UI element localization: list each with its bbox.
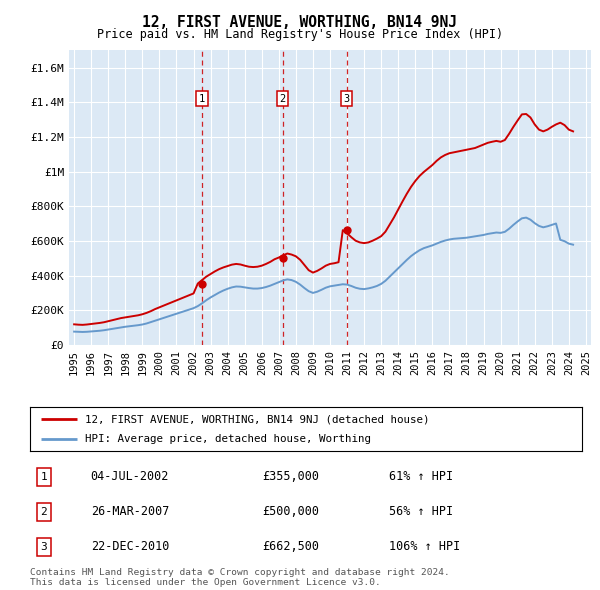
Text: 61% ↑ HPI: 61% ↑ HPI [389, 470, 453, 483]
Text: 04-JUL-2002: 04-JUL-2002 [91, 470, 169, 483]
Text: This data is licensed under the Open Government Licence v3.0.: This data is licensed under the Open Gov… [30, 578, 381, 587]
Text: £355,000: £355,000 [262, 470, 319, 483]
Text: 2: 2 [40, 507, 47, 517]
Text: 12, FIRST AVENUE, WORTHING, BN14 9NJ (detached house): 12, FIRST AVENUE, WORTHING, BN14 9NJ (de… [85, 414, 430, 424]
Text: 56% ↑ HPI: 56% ↑ HPI [389, 505, 453, 519]
Text: HPI: Average price, detached house, Worthing: HPI: Average price, detached house, Wort… [85, 434, 371, 444]
Text: 22-DEC-2010: 22-DEC-2010 [91, 540, 169, 553]
Text: 26-MAR-2007: 26-MAR-2007 [91, 505, 169, 519]
Text: 2: 2 [280, 94, 286, 104]
Text: £500,000: £500,000 [262, 505, 319, 519]
Text: Price paid vs. HM Land Registry's House Price Index (HPI): Price paid vs. HM Land Registry's House … [97, 28, 503, 41]
Text: 3: 3 [344, 94, 350, 104]
Text: 3: 3 [40, 542, 47, 552]
Text: £662,500: £662,500 [262, 540, 319, 553]
Text: 1: 1 [40, 472, 47, 482]
Text: Contains HM Land Registry data © Crown copyright and database right 2024.: Contains HM Land Registry data © Crown c… [30, 568, 450, 576]
Text: 12, FIRST AVENUE, WORTHING, BN14 9NJ: 12, FIRST AVENUE, WORTHING, BN14 9NJ [143, 15, 458, 30]
Text: 106% ↑ HPI: 106% ↑ HPI [389, 540, 460, 553]
Text: 1: 1 [199, 94, 205, 104]
